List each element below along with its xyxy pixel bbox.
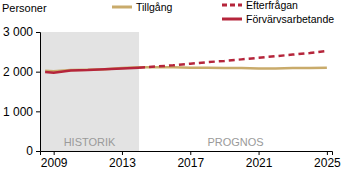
y-axis-line xyxy=(36,33,41,152)
y-axis: 0 1 000 2 000 3 000 xyxy=(3,25,41,158)
y-tick-mark xyxy=(36,32,40,33)
series-line xyxy=(139,51,327,68)
legend-item: Tillgång xyxy=(112,1,173,13)
chart: HISTORIKPROGNOS01 0002 0003 000200920132… xyxy=(0,0,348,173)
y-tick-label: 3 000 xyxy=(3,25,33,39)
y-tick-mark xyxy=(36,151,40,152)
history-shade xyxy=(40,32,139,151)
legend-label: Förvärvsarbetande xyxy=(246,13,334,25)
y-tick-label: 2 000 xyxy=(3,65,33,79)
legend-label: Efterfrågan xyxy=(246,0,298,11)
series-line xyxy=(45,68,139,73)
x-tick-mark xyxy=(190,151,191,155)
legend-item: Efterfrågan xyxy=(222,0,298,11)
x-axis: 2009 2013 2017 2021 2025 xyxy=(41,151,342,170)
y-tick: 0 xyxy=(26,144,40,158)
annotation: PROGNOS xyxy=(207,136,263,148)
y-tick-label: 0 xyxy=(26,144,33,158)
x-axis-line xyxy=(41,152,333,156)
x-tick: 2013 xyxy=(109,151,136,170)
x-tick-label: 2009 xyxy=(41,156,68,170)
x-tick-label: 2013 xyxy=(109,156,136,170)
x-tick: 2009 xyxy=(41,151,68,170)
plot-lines xyxy=(45,51,327,73)
x-tick-mark xyxy=(54,151,55,155)
y-tick-mark xyxy=(36,111,40,112)
y-tick: 3 000 xyxy=(3,25,40,39)
x-tick-mark xyxy=(327,151,328,155)
x-tick: 2017 xyxy=(177,151,204,170)
x-tick-mark xyxy=(259,151,260,155)
y-tick-label: 1 000 xyxy=(3,105,33,119)
y-tick: 1 000 xyxy=(3,105,40,119)
y-axis-title: Personer xyxy=(2,2,47,14)
legend-swatch xyxy=(112,6,132,9)
y-tick: 2 000 xyxy=(3,65,40,79)
legend-item: Förvärvsarbetande xyxy=(222,13,334,25)
x-tick-label: 2017 xyxy=(177,156,204,170)
x-tick-mark xyxy=(122,151,123,155)
legend-swatch xyxy=(222,18,242,21)
legend-label: Tillgång xyxy=(136,1,173,13)
y-tick-mark xyxy=(36,72,40,73)
x-tick: 2025 xyxy=(314,151,341,170)
x-tick-label: 2021 xyxy=(246,156,273,170)
legend-swatch xyxy=(222,4,242,7)
annotation: HISTORIK xyxy=(64,136,116,148)
x-tick: 2021 xyxy=(246,151,273,170)
x-tick-label: 2025 xyxy=(314,156,341,170)
